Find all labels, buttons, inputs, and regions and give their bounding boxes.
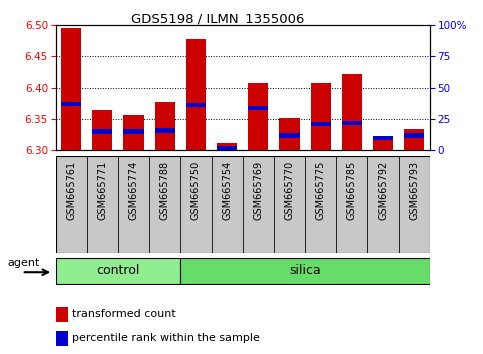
Bar — [217, 146, 237, 150]
Bar — [342, 74, 362, 150]
Bar — [56, 258, 180, 284]
Bar — [123, 115, 143, 150]
Bar — [242, 156, 274, 253]
Bar — [186, 39, 206, 150]
Text: GSM665788: GSM665788 — [160, 161, 170, 220]
Text: GSM665770: GSM665770 — [284, 161, 295, 220]
Bar — [180, 156, 212, 253]
Bar — [92, 110, 113, 150]
Bar — [248, 105, 269, 110]
Bar — [155, 102, 175, 150]
Bar — [56, 156, 87, 253]
Bar — [404, 129, 425, 150]
Text: GSM665771: GSM665771 — [98, 161, 107, 220]
Bar — [118, 156, 149, 253]
Text: GSM665761: GSM665761 — [66, 161, 76, 220]
Text: agent: agent — [7, 258, 40, 268]
Bar — [61, 102, 81, 106]
Bar — [311, 82, 331, 150]
Bar — [311, 122, 331, 126]
Text: GSM665775: GSM665775 — [316, 161, 326, 220]
Bar — [305, 156, 336, 253]
Text: GSM665792: GSM665792 — [378, 161, 388, 220]
Text: GSM665774: GSM665774 — [128, 161, 139, 220]
Bar — [56, 331, 68, 346]
Text: GDS5198 / ILMN_1355006: GDS5198 / ILMN_1355006 — [131, 12, 304, 25]
Bar — [274, 156, 305, 253]
Text: control: control — [96, 264, 140, 277]
Bar — [336, 156, 368, 253]
Bar — [212, 156, 242, 253]
Bar — [87, 156, 118, 253]
Bar — [373, 136, 393, 140]
Bar — [180, 258, 430, 284]
Bar — [404, 133, 425, 138]
Bar — [248, 82, 269, 150]
Text: silica: silica — [289, 264, 321, 277]
Bar — [186, 103, 206, 107]
Bar — [398, 156, 430, 253]
Bar — [123, 130, 143, 134]
Text: GSM665785: GSM665785 — [347, 161, 357, 220]
Bar — [155, 128, 175, 132]
Bar — [342, 121, 362, 125]
Bar — [217, 143, 237, 150]
Text: GSM665769: GSM665769 — [253, 161, 263, 220]
Bar — [279, 133, 299, 138]
Text: GSM665754: GSM665754 — [222, 161, 232, 220]
Text: percentile rank within the sample: percentile rank within the sample — [72, 333, 260, 343]
Bar — [149, 156, 180, 253]
Bar — [373, 139, 393, 150]
Text: transformed count: transformed count — [72, 309, 176, 319]
Text: GSM665750: GSM665750 — [191, 161, 201, 220]
Bar — [56, 307, 68, 322]
Text: GSM665793: GSM665793 — [409, 161, 419, 220]
Bar — [368, 156, 398, 253]
Bar — [279, 118, 299, 150]
Bar — [92, 130, 113, 134]
Bar — [61, 28, 81, 150]
